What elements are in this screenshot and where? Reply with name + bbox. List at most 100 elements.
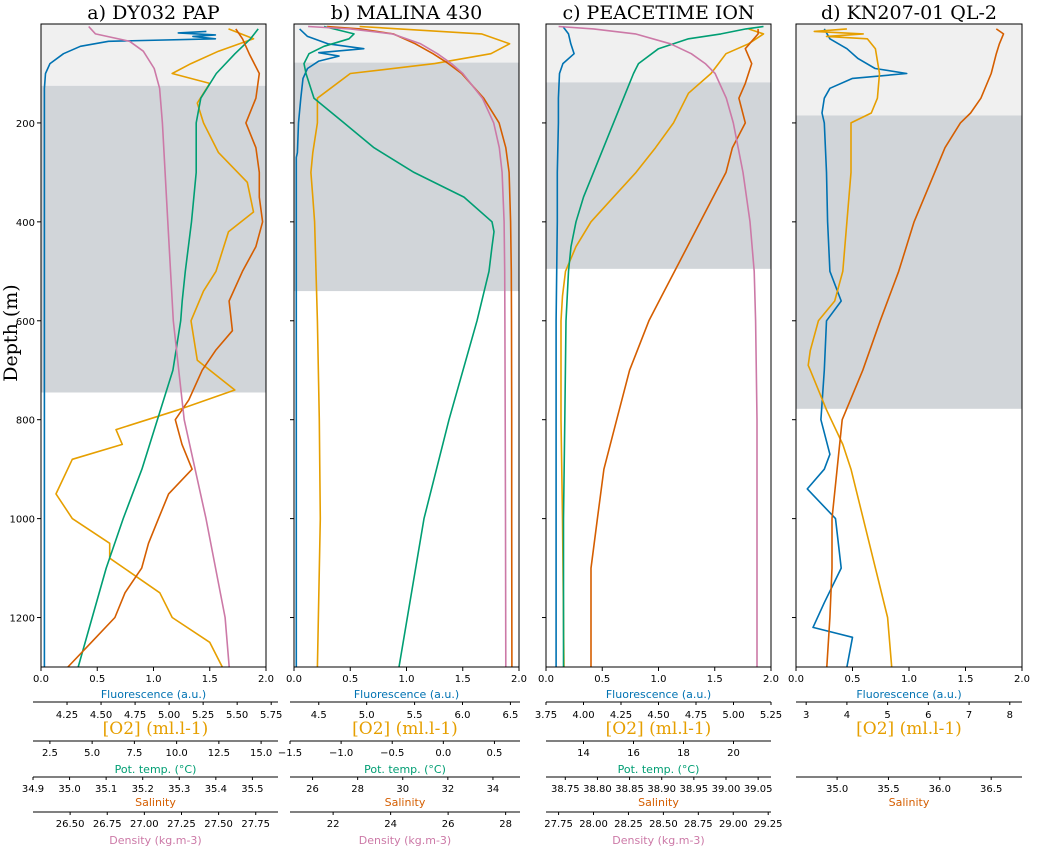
salinity-profile-line xyxy=(590,28,759,667)
depth-band-dark xyxy=(41,85,266,393)
density-tick-label: 28.50 xyxy=(649,819,678,830)
salinity-tick-label: 38.80 xyxy=(583,784,612,795)
oxygen-tick-label: 4.5 xyxy=(311,710,327,721)
salinity-tick-label: 38.75 xyxy=(551,784,580,795)
depth-band-dark xyxy=(294,62,519,292)
oxygen-tick-label: 4.75 xyxy=(685,710,707,721)
temperature-tick-label: −1.0 xyxy=(329,748,353,759)
salinity-tick-label: 32 xyxy=(441,784,454,795)
fluorescence-tick-label: 2.0 xyxy=(258,674,274,685)
oxygen-tick-label: 4.50 xyxy=(647,710,669,721)
fluorescence-axis-label: Fluorescence (a.u.) xyxy=(856,688,961,701)
fluorescence-tick-label: 0.5 xyxy=(594,674,610,685)
oxygen-tick-label: 5.75 xyxy=(260,710,282,721)
temperature-profile-line xyxy=(562,25,764,667)
salinity-tick-label: 35.0 xyxy=(826,784,848,795)
oxygen-tick-label: 3.75 xyxy=(535,710,557,721)
salinity-axis-label: Salinity xyxy=(135,796,176,809)
temperature-tick-label: 5.0 xyxy=(84,748,100,759)
oxygen-profile-line xyxy=(310,25,511,668)
depth-band-light xyxy=(546,24,771,83)
salinity-tick-label: 39.00 xyxy=(712,784,741,795)
oxygen-tick-label: 4.25 xyxy=(56,710,78,721)
depth-band-light xyxy=(796,24,1022,116)
fluorescence-tick-label: 1.0 xyxy=(146,674,162,685)
fluorescence-tick-label: 1.5 xyxy=(707,674,723,685)
fluorescence-tick-label: 0.5 xyxy=(342,674,358,685)
y-tick-label: 200 xyxy=(16,119,35,130)
y-tick-label: 800 xyxy=(16,416,35,427)
salinity-axis-label: Salinity xyxy=(889,796,930,809)
oxygen-tick-label: 5.25 xyxy=(192,710,214,721)
salinity-tick-label: 38.85 xyxy=(615,784,644,795)
salinity-tick-label: 35.5 xyxy=(877,784,899,795)
oxygen-tick-label: 5.00 xyxy=(722,710,744,721)
oxygen-tick-label: 6.5 xyxy=(502,710,518,721)
oxygen-axis-label: [O2] (ml.l-1) xyxy=(103,719,209,739)
fluorescence-profile-line xyxy=(43,30,217,667)
density-tick-label: 28.75 xyxy=(684,819,713,830)
depth-band-light xyxy=(41,24,266,86)
oxygen-tick-label: 5.5 xyxy=(407,710,423,721)
density-tick-label: 27.50 xyxy=(204,819,233,830)
panel-title: d) KN207-01 QL-2 xyxy=(821,2,997,24)
density-profile-line xyxy=(558,25,758,667)
fluorescence-tick-label: 2.0 xyxy=(763,674,779,685)
salinity-tick-label: 35.5 xyxy=(241,784,263,795)
y-tick-label: 1000 xyxy=(10,515,35,526)
panel-title: c) PEACETIME ION xyxy=(562,2,754,24)
temperature-tick-label: 20 xyxy=(727,748,740,759)
salinity-tick-label: 35.3 xyxy=(168,784,190,795)
fluorescence-tick-label: 1.5 xyxy=(455,674,471,685)
fluorescence-tick-label: 0.0 xyxy=(538,674,554,685)
oxygen-tick-label: 5.50 xyxy=(226,710,248,721)
fluorescence-tick-label: 1.5 xyxy=(202,674,218,685)
salinity-tick-label: 26 xyxy=(306,784,319,795)
oxygen-tick-label: 4.75 xyxy=(124,710,146,721)
oxygen-profile-line xyxy=(55,28,255,668)
fluorescence-tick-label: 1.0 xyxy=(901,674,917,685)
panel-a: a) DY032 PAP 200 400 600 800 1000 1200 0.0 0.5 1.… xyxy=(10,2,283,847)
fluorescence-tick-label: 0.0 xyxy=(286,674,302,685)
y-tick-label: 400 xyxy=(16,218,35,229)
salinity-tick-label: 28 xyxy=(351,784,364,795)
fluorescence-profile-line xyxy=(555,26,575,667)
temperature-axis-label: Pot. temp. (°C) xyxy=(364,763,446,776)
temperature-axis-label: Pot. temp. (°C) xyxy=(115,763,197,776)
density-axis-label: Density (kg.m-3) xyxy=(359,834,451,847)
fluorescence-tick-label: 1.0 xyxy=(399,674,415,685)
oxygen-tick-label: 8 xyxy=(1007,710,1013,721)
fluorescence-tick-label: 2.0 xyxy=(511,674,527,685)
temperature-tick-label: 18 xyxy=(677,748,690,759)
temperature-profile-line xyxy=(77,28,259,668)
oxygen-tick-label: 6 xyxy=(925,710,931,721)
density-axis-label: Density (kg.m-3) xyxy=(612,834,704,847)
oxygen-tick-label: 4 xyxy=(844,710,850,721)
density-tick-label: 22 xyxy=(327,819,340,830)
density-profile-line xyxy=(308,25,507,668)
oxygen-profile-line xyxy=(560,28,765,668)
density-tick-label: 26.50 xyxy=(56,819,85,830)
density-tick-label: 29.25 xyxy=(754,819,783,830)
fluorescence-tick-label: 1.5 xyxy=(958,674,974,685)
density-tick-label: 27.00 xyxy=(130,819,159,830)
panel-title: b) MALINA 430 xyxy=(331,2,483,24)
fluorescence-tick-label: 0.5 xyxy=(845,674,861,685)
panel-title: a) DY032 PAP xyxy=(87,2,220,24)
temperature-tick-label: 12.5 xyxy=(208,748,230,759)
panel-d: d) KN207-01 QL-2 0.0 0.5 1.0 1.5 2.0 Fluoresce… xyxy=(788,2,1030,809)
density-tick-label: 29.00 xyxy=(719,819,748,830)
oxygen-tick-label: 4.25 xyxy=(610,710,632,721)
density-tick-label: 28.25 xyxy=(614,819,643,830)
panel-b: b) MALINA 430 0.0 0.5 1.0 1.5 2.0 Fluorescence… xyxy=(278,2,527,847)
fluorescence-axis-label: Fluorescence (a.u.) xyxy=(354,688,459,701)
oxygen-tick-label: 3 xyxy=(803,710,809,721)
temperature-profile-line xyxy=(303,25,495,668)
oxygen-tick-label: 4.00 xyxy=(572,710,594,721)
fluorescence-tick-label: 0.0 xyxy=(33,674,49,685)
salinity-tick-label: 36.5 xyxy=(980,784,1002,795)
temperature-axis-label: Pot. temp. (°C) xyxy=(618,763,700,776)
density-tick-label: 27.75 xyxy=(544,819,573,830)
salinity-tick-label: 39.05 xyxy=(744,784,773,795)
